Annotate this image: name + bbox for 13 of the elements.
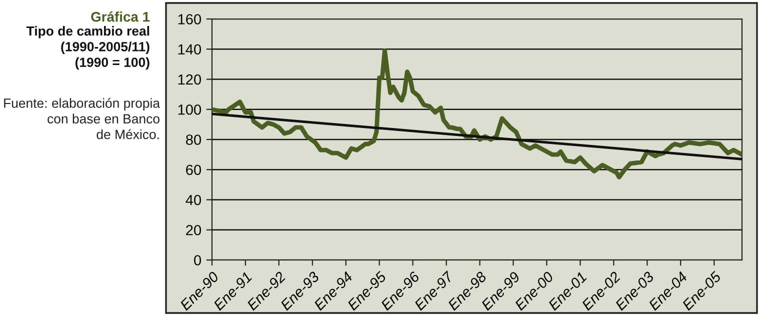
y-tick-label: 60 — [186, 164, 202, 176]
y-tick-label: 140 — [178, 44, 202, 55]
y-tick-label: 100 — [178, 104, 202, 115]
y-tick-label: 0 — [194, 255, 202, 266]
text: Tipo de cambio real (1990-2005/11) (1990 = 100) — [26, 26, 150, 70]
y-tick-label: 40 — [186, 194, 202, 206]
y-tick-label: 20 — [186, 224, 202, 236]
chart-title: Gráfica 1 — [91, 11, 150, 22]
line-series — [212, 48, 742, 180]
y-tick-label: 160 — [178, 14, 202, 24]
source-note: Fuente: elaboración propia con base en Banco de México. — [4, 98, 160, 140]
y-tick-label: 80 — [186, 134, 202, 145]
y-tick-label: 120 — [178, 74, 202, 85]
